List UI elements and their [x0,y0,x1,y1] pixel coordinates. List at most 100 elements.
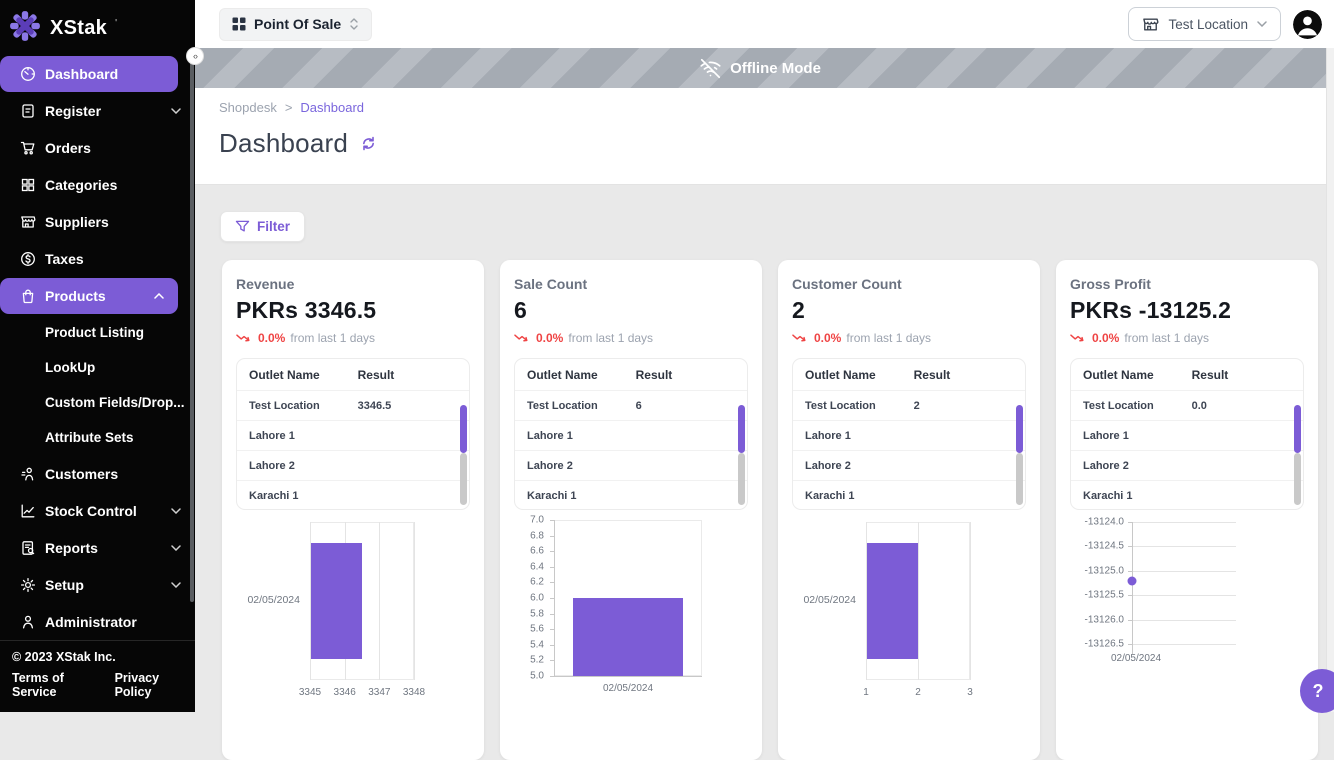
sidebar-item-customers[interactable]: Customers [0,456,195,492]
table-scrollbar-thumb[interactable] [738,405,745,453]
gridline [414,522,415,680]
y-tick-label: -13126.0 [1084,614,1124,626]
sidebar-item-taxes[interactable]: Taxes [0,241,195,277]
breadcrumb-separator: > [284,100,293,115]
sidebar-item-products[interactable]: Products [0,278,178,314]
column-header: Outlet Name [1083,367,1154,382]
y-tick-label: 7.0 [530,514,544,526]
sidebar-item-suppliers[interactable]: Suppliers [0,204,195,240]
table-row: Lahore 1 [515,420,747,450]
y-tick-label: 6.8 [530,530,544,542]
card-value: PKRs 3346.5 [236,297,377,323]
outlet-name-cell: Lahore 2 [527,459,573,472]
table-scrollbar-track[interactable] [460,453,467,505]
help-button[interactable]: ? [1300,669,1334,713]
gridline [1132,644,1236,645]
table-header-row: Outlet Name Result [515,359,747,390]
x-tick-label: 1 [863,687,869,698]
table-scrollbar-track[interactable] [1294,453,1301,505]
offline-banner: Offline Mode [195,48,1326,88]
privacy-policy-link[interactable]: Privacy Policy [114,671,160,699]
sidebar-subitem-custom-fields-drop[interactable]: Custom Fields/Drop... [45,395,185,410]
outlet-table: Outlet Name Result Test Location 6 Lahore 1 L… [514,358,748,510]
gridline [1132,595,1236,597]
tick-mark [550,644,554,646]
breadcrumb-shopdesk[interactable]: Shopdesk [219,100,277,115]
table-row: Lahore 1 [1071,420,1303,450]
y-tick-label: 5.8 [530,608,544,620]
dollar-circle-icon [19,251,36,268]
outlet-name-cell: Lahore 1 [249,429,295,442]
sidebar-item-categories[interactable]: Categories [0,167,195,203]
trend-suffix: from last 1 days [290,331,376,345]
table-scrollbar-thumb[interactable] [1294,405,1301,453]
sidebar-collapse-button[interactable]: ‹› [186,47,204,65]
chart-line-icon [19,503,36,520]
trend-suffix: from last 1 days [846,331,932,345]
terms-of-service-link[interactable]: Terms of Service [12,671,64,699]
card-value: 6 [514,297,527,323]
sidebar-subitem-attribute-sets[interactable]: Attribute Sets [45,430,134,445]
sort-arrows-icon [349,17,359,31]
app-logo[interactable]: XStak ' [0,0,195,46]
sidebar-item-setup[interactable]: Setup [0,567,195,603]
outlet-table: Outlet Name Result Test Location 2 Lahore 1 L… [792,358,1026,510]
result-cell: 3346.5 [357,399,392,412]
card-title: Revenue [236,276,295,292]
sidebar-item-label: Orders [45,140,91,156]
page-scrollbar[interactable] [1326,48,1334,712]
outlet-name-cell: Test Location [805,399,876,412]
kpi-card-gross-profit: Gross Profit PKRs -13125.2 0.0% from last 1… [1056,260,1318,760]
y-tick-label: -13125.5 [1084,589,1124,601]
sidebar-item-label: Register [45,103,102,119]
sidebar-item-label: Taxes [45,251,84,267]
table-scrollbar-track[interactable] [738,453,745,505]
category-label: 02/05/2024 [602,683,654,694]
card-title: Gross Profit [1070,276,1151,292]
table-scrollbar-track[interactable] [1016,453,1023,505]
sidebar-item-register[interactable]: Register [0,93,195,129]
filter-button[interactable]: Filter [220,211,306,242]
tick-mark [550,660,554,662]
sidebar-item-stock-control[interactable]: Stock Control [0,493,195,529]
category-label: 02/05/2024 [1110,653,1162,664]
report-icon [19,540,36,557]
table-scrollbar-thumb[interactable] [1016,405,1023,453]
table-scrollbar-thumb[interactable] [460,405,467,453]
funnel-icon [235,220,250,233]
table-row: Test Location 0.0 [1071,390,1303,420]
refresh-icon[interactable] [361,136,376,151]
sidebar-item-label: Administrator [45,614,137,630]
outlet-name-cell: Lahore 1 [527,429,573,442]
result-cell: 2 [913,399,920,412]
outlet-name-cell: Karachi 1 [805,489,855,502]
sidebar-item-dashboard[interactable]: Dashboard [0,56,178,92]
storefront-icon [1142,16,1159,33]
gridline [1132,619,1236,621]
sidebar-subitem-lookup[interactable]: LookUp [45,360,96,375]
sidebar: XStak ' Dashboard Register Orders Categorie… [0,0,195,712]
breadcrumb-dashboard[interactable]: Dashboard [300,100,365,115]
trend-indicator: 0.0% from last 1 days [792,331,1026,345]
sidebar-item-orders[interactable]: Orders [0,130,195,166]
y-tick-label: -13126.5 [1084,638,1124,650]
tick-mark [550,613,554,615]
chart-gross-profit: -13124.0 -13124.5 -13125.0 -13125.5 -13126.0… [1070,516,1304,726]
outlet-name-cell: Lahore 2 [805,459,851,472]
table-row: Test Location 2 [793,390,1025,420]
trend-down-icon [236,333,253,343]
outlet-name-cell: Test Location [249,399,320,412]
location-selector[interactable]: Test Location [1128,7,1281,41]
y-tick-label: 6.4 [530,561,544,573]
sidebar-item-reports[interactable]: Reports [0,530,195,566]
sidebar-footer: © 2023 XStak Inc. Terms of Service Priva… [0,640,195,712]
sidebar-item-administrator[interactable]: Administrator [0,604,195,640]
sidebar-subitem-product-listing[interactable]: Product Listing [45,325,144,340]
module-switcher-button[interactable]: Point Of Sale [219,7,373,41]
user-avatar[interactable] [1293,9,1322,39]
x-tick-label: 3346 [333,687,356,698]
wifi-off-icon [700,58,721,79]
column-header: Outlet Name [805,367,876,382]
sidebar-scrollbar[interactable] [190,52,194,602]
y-tick-label: 6.2 [530,576,544,588]
